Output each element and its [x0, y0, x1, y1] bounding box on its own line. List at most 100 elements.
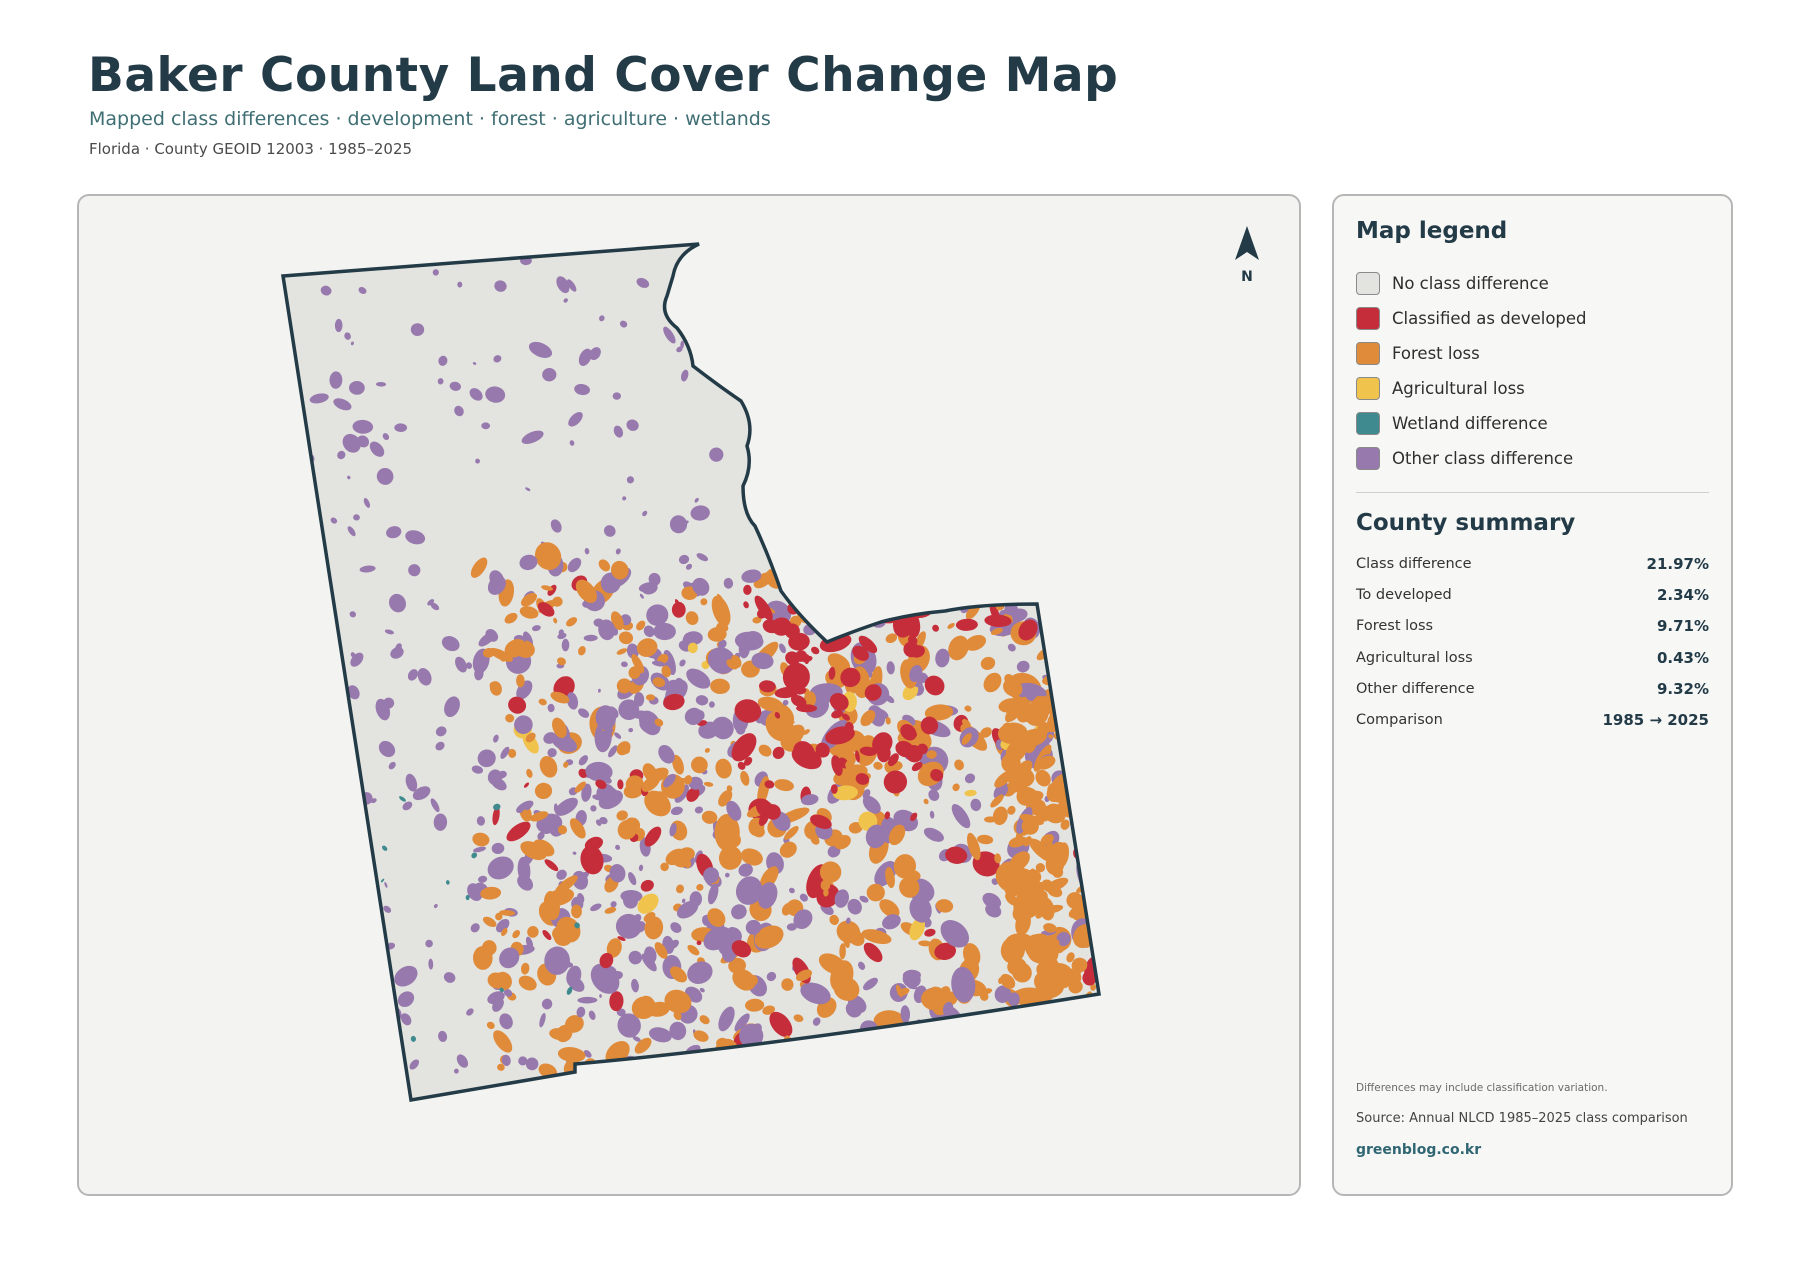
change-patch [888, 824, 906, 846]
legend-swatch [1356, 447, 1380, 470]
change-patch [342, 433, 361, 453]
change-patch [405, 530, 426, 545]
change-patch [687, 642, 698, 654]
change-patch [1007, 992, 1020, 1007]
change-patch [370, 798, 377, 804]
change-patch [758, 813, 769, 826]
summary-label: Other difference [1356, 680, 1475, 697]
change-patch [980, 656, 996, 670]
change-patch [363, 497, 371, 508]
change-patch [769, 1011, 793, 1037]
change-patch [774, 711, 781, 719]
summary-value: 2.34% [1656, 585, 1709, 604]
change-patch [1068, 979, 1083, 994]
legend-heading: Map legend [1356, 218, 1508, 244]
change-patch [636, 638, 658, 657]
change-patch [1062, 565, 1070, 575]
change-patch [397, 991, 415, 1008]
change-patch [793, 1014, 804, 1022]
change-patch [1084, 678, 1093, 689]
change-patch [915, 631, 926, 650]
change-patch [493, 803, 501, 811]
site-link[interactable]: greenblog.co.kr [1356, 1142, 1482, 1158]
change-patch [934, 942, 957, 960]
change-patch [989, 565, 1007, 577]
change-patch [903, 641, 919, 658]
change-patch [880, 554, 901, 574]
change-patch [825, 1058, 842, 1073]
change-patch [1050, 1016, 1063, 1030]
change-patch [578, 871, 590, 880]
change-patch [782, 662, 810, 692]
change-patch [1017, 776, 1028, 786]
change-patch [779, 548, 806, 581]
change-patch [840, 667, 861, 688]
change-patch [1089, 656, 1099, 686]
change-patch [887, 753, 899, 767]
change-patch [441, 636, 460, 652]
change-patch [369, 441, 385, 457]
change-patch [751, 652, 774, 670]
change-patch [1016, 760, 1033, 777]
change-patch [932, 624, 940, 632]
change-patch [319, 696, 328, 716]
change-patch [574, 922, 580, 929]
summary-value: 9.71% [1656, 617, 1709, 636]
change-patch [779, 841, 797, 858]
change-patch [1050, 583, 1081, 615]
change-patch [984, 816, 997, 823]
change-patch [377, 1037, 387, 1044]
county-map[interactable]: N [79, 196, 1301, 1196]
change-patch [1092, 846, 1099, 856]
change-patch [800, 1065, 822, 1085]
change-patch [1059, 676, 1068, 689]
map-panel[interactable]: N [77, 194, 1301, 1196]
summary-label: Forest loss [1356, 618, 1434, 635]
change-patch [599, 952, 614, 969]
change-patch [644, 916, 664, 940]
change-patch [534, 542, 562, 570]
change-patch [789, 887, 795, 894]
change-patch [353, 514, 360, 521]
change-patch [930, 768, 944, 782]
change-patch [1070, 776, 1088, 804]
change-patch [812, 577, 830, 589]
change-patch [1066, 952, 1075, 963]
change-patch [1007, 805, 1016, 815]
change-patch [1079, 576, 1089, 586]
change-patch [808, 591, 831, 617]
change-patch [737, 761, 746, 770]
change-patch [718, 845, 743, 870]
change-patch [1073, 665, 1092, 694]
change-patch [1030, 589, 1038, 603]
change-patch [899, 876, 920, 898]
change-patch [698, 351, 717, 367]
change-patch [961, 733, 972, 745]
change-patch [667, 679, 680, 692]
change-patch [848, 822, 863, 834]
change-patch [711, 716, 734, 740]
change-patch [799, 560, 821, 578]
change-patch [499, 947, 520, 969]
north-label: N [1241, 269, 1253, 285]
change-patch [825, 726, 855, 745]
change-patch [793, 741, 815, 764]
change-patch [606, 938, 622, 958]
change-patch [351, 944, 360, 953]
change-patch [322, 995, 334, 1009]
change-patch [1070, 692, 1086, 712]
change-patch [861, 929, 892, 945]
change-patch [652, 677, 666, 688]
legend-label: Forest loss [1392, 344, 1480, 363]
change-patch [649, 1027, 672, 1043]
change-patch [1004, 557, 1026, 584]
change-patch [687, 961, 713, 984]
change-patch [776, 1059, 788, 1072]
change-patch [382, 433, 390, 441]
change-patch [470, 923, 480, 933]
change-patch [347, 685, 360, 700]
change-patch [759, 866, 779, 890]
change-patch [1088, 1064, 1099, 1078]
change-patch [557, 657, 566, 666]
change-patch [740, 848, 763, 866]
